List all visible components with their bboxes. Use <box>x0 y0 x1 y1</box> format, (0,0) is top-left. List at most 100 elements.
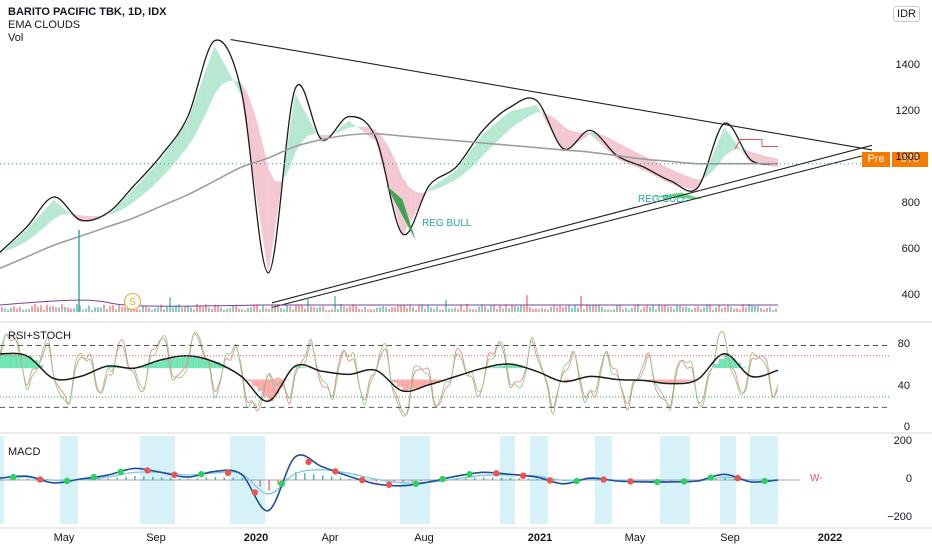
rsi-oversold-fill <box>649 379 655 382</box>
rsi-oversold-fill <box>391 379 398 383</box>
volume-bar <box>646 304 648 312</box>
volume-bar <box>460 304 462 312</box>
volume-bar <box>574 305 576 312</box>
macd-histogram-bar <box>312 474 315 480</box>
macd-cross-dot <box>707 474 715 481</box>
volume-bar <box>595 305 597 312</box>
volume-bar <box>655 309 657 312</box>
ema-cloud-segment <box>724 127 732 157</box>
volume-bar <box>685 306 687 312</box>
ema-cloud-segment <box>201 64 208 124</box>
volume-bar <box>559 304 561 312</box>
macd-pane <box>0 436 800 524</box>
volume-bar <box>247 307 249 312</box>
split-event-badge[interactable]: S <box>124 293 141 310</box>
ema-cloud-segment <box>710 143 718 173</box>
macd-histogram-bar <box>402 480 404 483</box>
rsi-oversold-fill <box>563 379 570 382</box>
ema-cloud-segment <box>657 162 664 181</box>
volume-bar <box>493 304 495 312</box>
rsi-oversold-fill <box>418 379 425 388</box>
volume-bar <box>745 307 747 312</box>
macd-histogram-bar <box>17 478 20 480</box>
volume-bar <box>373 309 375 312</box>
volume-bar <box>532 309 534 312</box>
rsi-oversold-fill <box>686 379 693 382</box>
macd-cross-dot <box>466 471 473 478</box>
volume-bar <box>694 307 696 312</box>
volume-bar <box>367 309 369 312</box>
volume-bar <box>25 309 27 312</box>
volume-bar <box>370 309 372 312</box>
macd-cross-dot <box>573 477 580 485</box>
volume-bar <box>481 304 483 312</box>
currency-button[interactable]: IDR <box>893 6 920 22</box>
volume-bar <box>436 306 438 312</box>
volume-bar <box>601 307 603 312</box>
volume-bar <box>427 304 429 312</box>
macd-histogram-bar <box>178 478 181 480</box>
macd-histogram-bar <box>724 477 726 480</box>
rsi-oversold-fill <box>413 379 419 389</box>
macd-histogram-bar <box>465 478 467 480</box>
volume-bar <box>463 309 465 312</box>
rsi-oversold-fill <box>262 379 269 397</box>
ema-cloud-segment <box>214 45 222 95</box>
pane-separators <box>0 321 932 529</box>
ema-cloud-segment <box>181 120 188 156</box>
volume-bar <box>187 305 189 312</box>
volume-bar <box>346 308 348 312</box>
indicator-vol[interactable]: Vol <box>8 32 24 44</box>
volume-bar <box>703 307 705 312</box>
volume-bar <box>613 309 615 312</box>
macd-tick-label: 200 <box>893 434 912 447</box>
volume-bar <box>199 305 201 312</box>
volume-bar <box>283 309 285 312</box>
volume-bar <box>118 305 120 312</box>
rsi-oversold-fill <box>252 379 258 387</box>
macd-histogram-bar <box>169 477 172 480</box>
macd-cross-dot <box>412 480 420 488</box>
volume-bar <box>730 306 732 312</box>
macd-histogram-bar <box>8 479 11 480</box>
volume-bar <box>538 308 540 312</box>
ema-cloud-segment <box>154 159 161 185</box>
macd-histogram-bar <box>214 476 217 480</box>
ema-cloud-segment <box>489 122 497 149</box>
volume-bar <box>70 308 72 312</box>
ema-cloud-segment <box>415 192 423 213</box>
rsi-oversold-fill <box>670 379 677 384</box>
ema-cloud-segment <box>704 159 711 178</box>
macd-cross-dot <box>439 475 446 483</box>
volume-bar <box>454 307 456 312</box>
macd-histogram-bar <box>420 480 422 482</box>
volume-bar <box>445 299 447 312</box>
macd-histogram-bar <box>339 477 342 480</box>
ema-cloud-segment <box>174 130 182 164</box>
volume-bar <box>544 308 546 312</box>
rsi-oversold-fill <box>284 379 291 381</box>
volume-bar <box>313 307 315 312</box>
volume-bar <box>772 309 774 312</box>
ema-cloud-segment <box>46 199 54 226</box>
rsi-stoch-label[interactable]: RSI+STOCH <box>8 330 72 342</box>
volume-bar <box>46 304 48 312</box>
sma-series <box>0 132 778 270</box>
macd-cross-dot <box>680 478 688 485</box>
rsi-oversold-fill <box>429 379 436 385</box>
rsi-line <box>0 352 779 402</box>
macd-cross-dot <box>546 477 554 484</box>
macd-cross-dot <box>63 477 71 485</box>
volume-bar <box>229 308 231 312</box>
volume-bar <box>232 305 234 312</box>
indicator-ema-clouds[interactable]: EMA CLOUDS <box>8 19 81 31</box>
ema-cloud-segment <box>207 45 215 110</box>
price-tick-label: 1400 <box>895 58 920 71</box>
time-tick-label: 2021 <box>527 532 553 544</box>
volume-bar <box>403 305 405 312</box>
rsi-overbought-fill <box>214 361 221 369</box>
macd-label[interactable]: MACD <box>8 446 41 458</box>
time-tick-label: May <box>53 532 75 544</box>
rsi-oversold-fill <box>665 379 672 384</box>
